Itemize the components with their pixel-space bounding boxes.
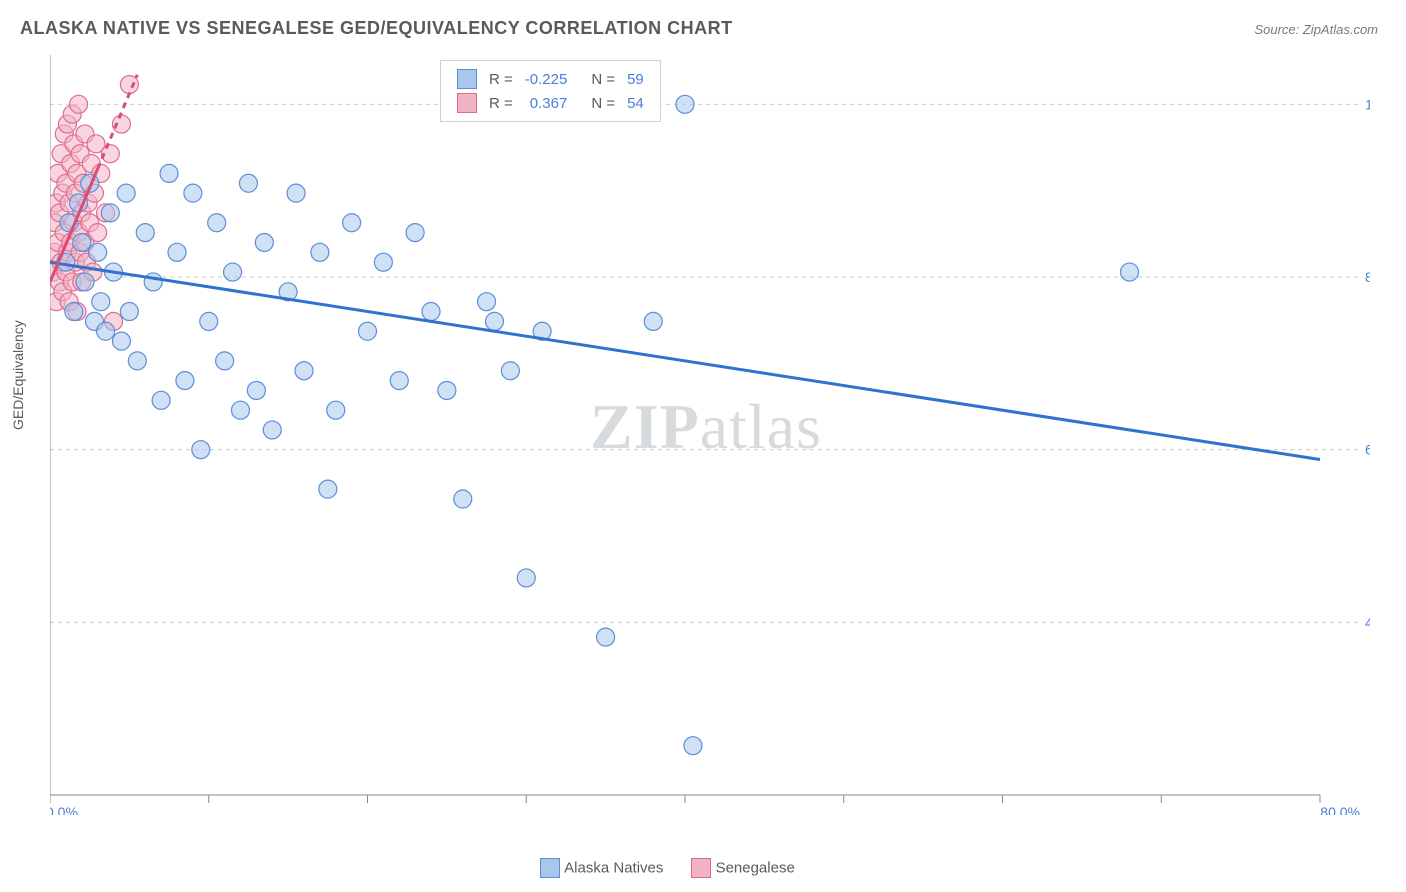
y-axis-label: GED/Equivalency xyxy=(10,320,26,430)
svg-text:82.5%: 82.5% xyxy=(1365,269,1370,285)
source-credit: Source: ZipAtlas.com xyxy=(1254,22,1378,37)
svg-text:47.5%: 47.5% xyxy=(1365,614,1370,630)
svg-text:100.0%: 100.0% xyxy=(1365,96,1370,112)
svg-text:80.0%: 80.0% xyxy=(1320,804,1360,815)
chart-title: ALASKA NATIVE VS SENEGALESE GED/EQUIVALE… xyxy=(20,18,733,39)
correlation-legend: R =-0.225N =59R = 0.367N =54 xyxy=(440,60,661,122)
series-legend: Alaska Natives Senegalese xyxy=(540,858,823,878)
svg-text:65.0%: 65.0% xyxy=(1365,442,1370,458)
svg-text:0.0%: 0.0% xyxy=(50,804,78,815)
watermark: ZIPatlas xyxy=(590,390,822,464)
